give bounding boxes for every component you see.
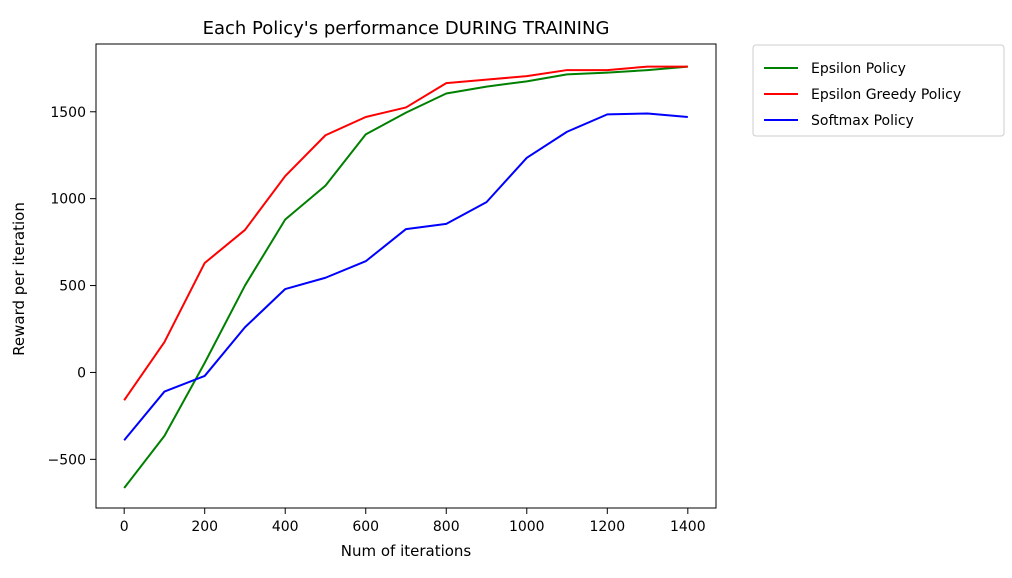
chart-title: Each Policy's performance DURING TRAININ… <box>203 18 610 39</box>
x-tick-label: 1400 <box>670 519 706 535</box>
legend-label-epsilon-policy: Epsilon Policy <box>811 61 906 77</box>
y-tick-label: 0 <box>77 365 86 381</box>
series-lines <box>123 65 688 489</box>
x-tick-label: 200 <box>191 519 218 535</box>
legend-label-softmax-policy: Softmax Policy <box>811 113 914 129</box>
x-tick-label: 1200 <box>589 519 625 535</box>
x-tick-label: 400 <box>272 519 299 535</box>
series-line-epsilon-greedy-policy <box>123 65 688 401</box>
x-tick-label: 0 <box>120 519 129 535</box>
y-axis: −500 0 500 1000 1500 <box>48 105 96 468</box>
y-axis-label: Reward per iteration <box>10 202 28 356</box>
x-tick-label: 600 <box>352 519 379 535</box>
x-tick-label: 800 <box>433 519 460 535</box>
x-axis-label: Num of iterations <box>341 542 472 560</box>
y-tick-label: 500 <box>59 279 86 295</box>
y-tick-label: 1000 <box>50 192 86 208</box>
plot-area <box>95 43 717 509</box>
legend-label-epsilon-greedy-policy: Epsilon Greedy Policy <box>811 87 961 103</box>
x-tick-label: 1000 <box>509 519 545 535</box>
series-line-epsilon-policy <box>123 65 688 489</box>
y-tick-label: −500 <box>48 452 86 468</box>
plot-frame <box>95 43 717 509</box>
x-axis: 0 200 400 600 800 1000 1200 1400 <box>120 508 706 535</box>
y-tick-label: 1500 <box>50 105 86 121</box>
legend-box <box>752 44 1005 137</box>
legend: Epsilon Policy Epsilon Greedy Policy Softm… <box>752 44 1005 137</box>
series-line-softmax-policy <box>123 112 688 441</box>
